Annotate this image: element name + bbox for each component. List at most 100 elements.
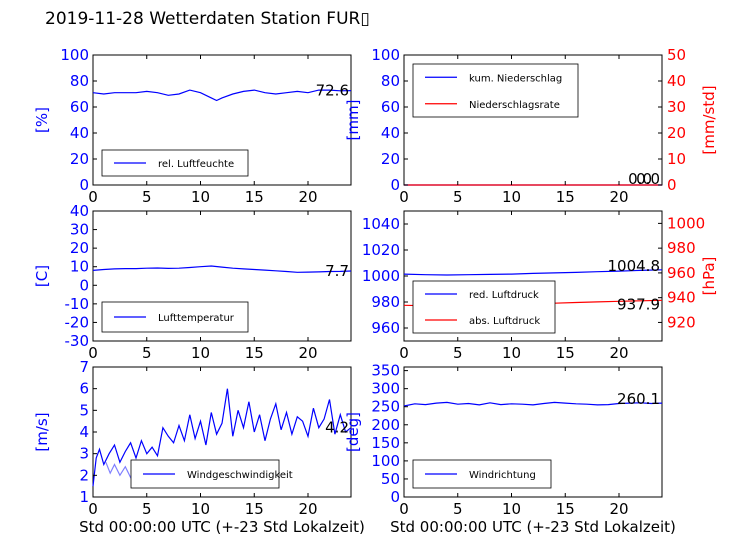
x-axis-label: Std 00:00:00 UTC (+-23 Std Lokalzeit) <box>79 518 365 536</box>
y-tick-label: 350 <box>371 362 400 380</box>
series-line-humidity-0 <box>92 89 352 102</box>
x-tick-label: 20 <box>609 188 628 206</box>
legend-label: kum. Niederschlag <box>469 73 562 84</box>
legend-label: Niederschlagsrate <box>469 100 560 111</box>
x-tick-label: 15 <box>245 500 264 518</box>
x-tick-label: 10 <box>502 188 521 206</box>
y2-tick-label: 20 <box>667 124 686 142</box>
y-tick-label: 250 <box>371 398 400 416</box>
y-tick-label: 100 <box>60 46 89 64</box>
end-value-label: 937.9 <box>617 295 660 313</box>
y2-tick-label: 940 <box>667 289 696 307</box>
x-tick-label: 15 <box>556 188 575 206</box>
y-tick-label: 30 <box>70 221 89 239</box>
y-tick-label: 0 <box>79 176 89 194</box>
y-tick-label: 4 <box>79 423 89 441</box>
y-tick-label: 1 <box>79 488 89 506</box>
x-tick-label: 20 <box>298 500 317 518</box>
end-value-label: 4.2 <box>325 419 349 437</box>
y-axis-label: [deg] <box>344 412 362 452</box>
y-axis-label: [C] <box>33 265 51 287</box>
x-tick-label: 20 <box>609 500 628 518</box>
x-tick-label: 10 <box>502 344 521 362</box>
legend-box-precipitation <box>412 63 579 118</box>
y-tick-label: -20 <box>65 313 90 331</box>
y-tick-label: 40 <box>70 202 89 220</box>
chart-title: 2019-11-28 Wetterdaten Station FUR▯ <box>45 9 370 29</box>
x-tick-label: 15 <box>245 188 264 206</box>
y2-tick-label: 960 <box>667 264 696 282</box>
x-tick-label: 0 <box>399 344 409 362</box>
y2-axis-label: [mm/std] <box>700 85 718 154</box>
y-tick-label: 200 <box>371 416 400 434</box>
x-tick-label: 10 <box>191 500 210 518</box>
x-tick-label: 5 <box>453 188 463 206</box>
x-tick-label: 5 <box>142 344 152 362</box>
x-tick-label: 0 <box>88 188 98 206</box>
y2-tick-label: 0 <box>667 176 677 194</box>
y-tick-label: 5 <box>79 401 89 419</box>
x-tick-label: 5 <box>142 500 152 518</box>
x-tick-label: 10 <box>502 500 521 518</box>
y-tick-label: -10 <box>65 295 90 313</box>
y-tick-label: 960 <box>371 319 400 337</box>
y-tick-label: 10 <box>70 258 89 276</box>
y-tick-label: 50 <box>381 470 400 488</box>
x-tick-label: 5 <box>453 344 463 362</box>
end-value-label: 72.6 <box>316 82 349 100</box>
x-tick-label: 5 <box>142 188 152 206</box>
y-tick-label: 20 <box>381 150 400 168</box>
y-axis-label: [mm] <box>344 100 362 141</box>
y-axis-label: [m/s] <box>33 412 51 451</box>
y-tick-label: 0 <box>79 276 89 294</box>
y-tick-label: 0 <box>390 488 400 506</box>
series-line-wind_speed-0 <box>92 388 352 487</box>
end-value-label: 0.0 <box>636 170 660 188</box>
x-tick-label: 15 <box>245 344 264 362</box>
y-tick-label: 3 <box>79 445 89 463</box>
y-tick-label: 60 <box>381 98 400 116</box>
y-tick-label: -30 <box>65 332 90 350</box>
x-tick-label: 15 <box>556 500 575 518</box>
legend-label: Windgeschwindigkeit <box>187 470 293 481</box>
y-tick-label: 1040 <box>362 215 400 233</box>
legend-label: Windrichtung <box>469 470 536 481</box>
y-tick-label: 60 <box>70 98 89 116</box>
legend-label: abs. Luftdruck <box>469 316 540 327</box>
x-tick-label: 0 <box>88 500 98 518</box>
x-tick-label: 20 <box>298 188 317 206</box>
y2-tick-label: 980 <box>667 239 696 257</box>
series-line-pressure-0 <box>403 269 663 276</box>
y-axis-label: [%] <box>33 107 51 133</box>
series-line-wind_direction-0 <box>403 401 663 407</box>
x-tick-label: 0 <box>399 188 409 206</box>
series-line-temperature-0 <box>92 265 352 273</box>
x-axis-label: Std 00:00:00 UTC (+-23 Std Lokalzeit) <box>390 518 676 536</box>
end-value-label: 260.1 <box>617 390 660 408</box>
y-tick-label: 20 <box>70 239 89 257</box>
y-tick-label: 150 <box>371 434 400 452</box>
x-tick-label: 10 <box>191 188 210 206</box>
x-tick-label: 10 <box>191 344 210 362</box>
end-value-label: 0.0 <box>628 170 652 188</box>
y-tick-label: 100 <box>371 452 400 470</box>
x-tick-label: 0 <box>399 500 409 518</box>
legend-box-pressure <box>412 280 556 334</box>
y-tick-label: 40 <box>70 124 89 142</box>
y2-tick-label: 10 <box>667 150 686 168</box>
y-tick-label: 2 <box>79 466 89 484</box>
y-tick-label: 20 <box>70 150 89 168</box>
legend-label: red. Luftdruck <box>469 290 539 301</box>
x-tick-label: 20 <box>609 344 628 362</box>
y2-axis-label: [hPa] <box>700 257 718 296</box>
legend-label: Lufttemperatur <box>158 313 235 324</box>
y2-tick-label: 1000 <box>667 214 705 232</box>
legend-label: rel. Luftfeuchte <box>158 159 234 170</box>
legend-box-wind_direction <box>412 459 552 489</box>
y-tick-label: 1000 <box>362 267 400 285</box>
x-tick-label: 20 <box>298 344 317 362</box>
y-tick-label: 80 <box>381 72 400 90</box>
y-tick-label: 980 <box>371 293 400 311</box>
x-tick-label: 5 <box>453 500 463 518</box>
